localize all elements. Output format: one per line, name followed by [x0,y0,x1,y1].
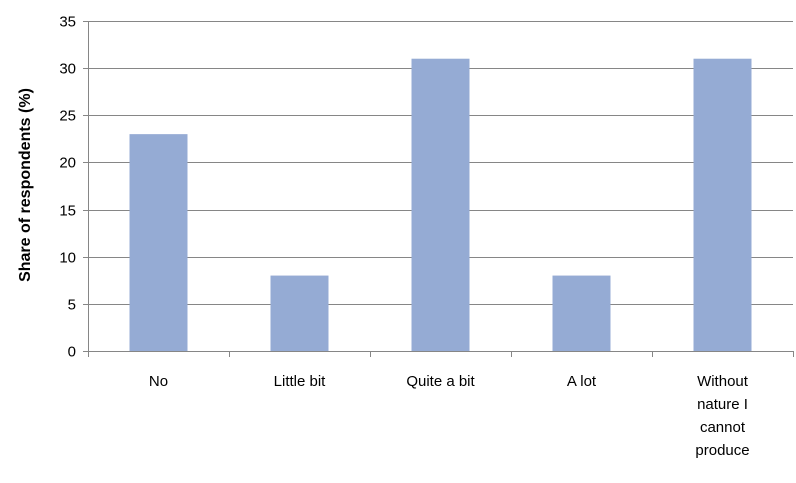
y-tick-label: 35 [59,14,76,31]
axes [83,21,794,357]
y-tick-label: 20 [59,155,76,172]
y-tick-label: 15 [59,203,76,220]
x-tick-label: Quite a bit [406,373,475,390]
bar [270,275,329,351]
x-tick-label: A lot [567,373,597,390]
x-tick-label: No [149,373,168,390]
bar [411,58,470,351]
bar [693,58,752,351]
x-tick-labels: No Little bit Quite a bit A lot Without natur… [149,373,750,459]
bar [129,134,188,351]
y-tick-label: 0 [68,344,76,361]
y-tick-label: 25 [59,108,76,125]
x-tick-label: Little bit [274,373,327,390]
y-tick-label: 5 [68,297,76,314]
y-tick-label: 10 [59,250,76,267]
y-tick-labels: 0 5 10 15 20 25 30 35 [59,14,76,361]
y-axis-label: Share of respondents (%) [17,88,34,282]
y-tick-label: 30 [59,61,76,78]
bar [552,275,611,351]
bars [129,58,752,351]
